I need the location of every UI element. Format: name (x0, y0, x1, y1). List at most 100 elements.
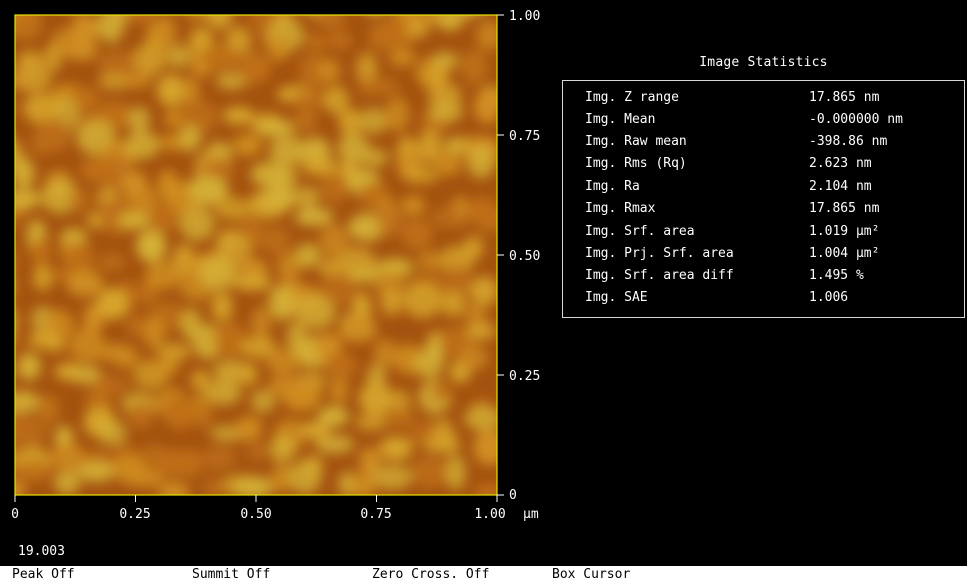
grain (321, 273, 356, 306)
grain (97, 421, 127, 446)
stat-label: Img. Rms (Rq) (585, 156, 687, 171)
grain (179, 206, 215, 241)
grain (379, 436, 413, 461)
summit-toggle[interactable]: Summit Off (192, 567, 271, 582)
grain (232, 274, 272, 291)
grain (369, 78, 400, 96)
y-tick-label: 0.25 (509, 369, 540, 384)
grain (418, 129, 442, 164)
grain (39, 394, 59, 424)
grain (321, 173, 348, 204)
grain (15, 65, 52, 93)
grain (359, 447, 381, 477)
y-tick-label: 1.00 (509, 9, 540, 24)
grain (15, 189, 41, 209)
grain (268, 285, 297, 321)
x-unit-label: µm (523, 507, 539, 522)
grain (347, 266, 383, 284)
image-statistics-panel: Img. Z range 17.865 nm Img. Mean -0.000000… (562, 80, 965, 318)
grain (97, 15, 125, 43)
grain (124, 130, 160, 160)
grain (266, 349, 300, 376)
stat-value: 2.104 nm (809, 179, 872, 194)
grain (215, 196, 251, 221)
grain (356, 52, 378, 86)
grain (269, 434, 295, 463)
grain (198, 255, 238, 291)
grain (49, 444, 87, 471)
grain (466, 144, 496, 179)
grain (410, 456, 449, 489)
grain (476, 20, 497, 51)
grain (281, 381, 322, 412)
grain (45, 310, 74, 338)
grain (69, 188, 90, 212)
zero-cross-toggle[interactable]: Zero Cross. Off (372, 567, 490, 582)
grain (424, 436, 444, 453)
grain (464, 405, 497, 431)
grain (442, 264, 471, 299)
grain (385, 408, 415, 428)
grain (178, 124, 202, 152)
grain (258, 120, 295, 137)
grain (299, 421, 331, 439)
grain (469, 276, 497, 306)
grain (127, 402, 155, 429)
grain (329, 377, 349, 404)
grain (204, 379, 242, 406)
grain (294, 106, 317, 133)
grain (211, 291, 233, 322)
grain (225, 26, 252, 55)
afm-height-image[interactable] (0, 0, 508, 504)
grain (54, 426, 74, 449)
grain (97, 253, 126, 271)
stat-label: Img. Prj. Srf. area (585, 246, 734, 261)
grain (306, 34, 328, 51)
box-cursor-button[interactable]: Box Cursor (552, 567, 631, 582)
grain (376, 203, 404, 238)
grain (166, 44, 191, 68)
axis-ticks (14, 14, 504, 502)
grain (380, 289, 403, 316)
grain (56, 0, 82, 10)
grain (317, 406, 349, 427)
grain (15, 390, 41, 413)
grain (241, 67, 264, 86)
grain (15, 15, 42, 41)
grain (440, 15, 459, 31)
x-axis-labels: 0 0.25 0.50 0.75 1.00 µm (11, 507, 539, 522)
grain (240, 336, 277, 359)
stat-label: Img. Srf. area (585, 224, 695, 239)
stats-title: Image Statistics (699, 55, 828, 70)
grain (473, 205, 497, 233)
grain (463, 235, 484, 260)
grain (15, 252, 18, 271)
grain (317, 58, 341, 84)
y-tick-label: 0 (509, 488, 517, 503)
grain (295, 186, 320, 209)
grain (401, 218, 433, 250)
stat-label: Img. Ra (585, 179, 640, 194)
grain (236, 415, 263, 442)
grain (76, 460, 116, 482)
x-tick-label: 0.75 (360, 507, 391, 522)
grain (156, 74, 186, 107)
stat-label: Img. Mean (585, 112, 656, 127)
grain (388, 48, 417, 67)
z-scale-value: 19.003 (18, 544, 65, 559)
grain (201, 45, 240, 71)
peak-toggle[interactable]: Peak Off (12, 567, 75, 582)
grain (165, 396, 195, 430)
grain (232, 134, 262, 157)
grain (373, 339, 398, 368)
grain (71, 15, 98, 47)
grain (54, 470, 80, 495)
grain (432, 382, 451, 401)
grain (0, 365, 11, 385)
grain (350, 473, 377, 495)
grain (96, 287, 129, 320)
grain (315, 435, 355, 454)
stat-label: Img. Z range (585, 90, 679, 105)
grain (325, 352, 357, 379)
grain (402, 282, 443, 319)
